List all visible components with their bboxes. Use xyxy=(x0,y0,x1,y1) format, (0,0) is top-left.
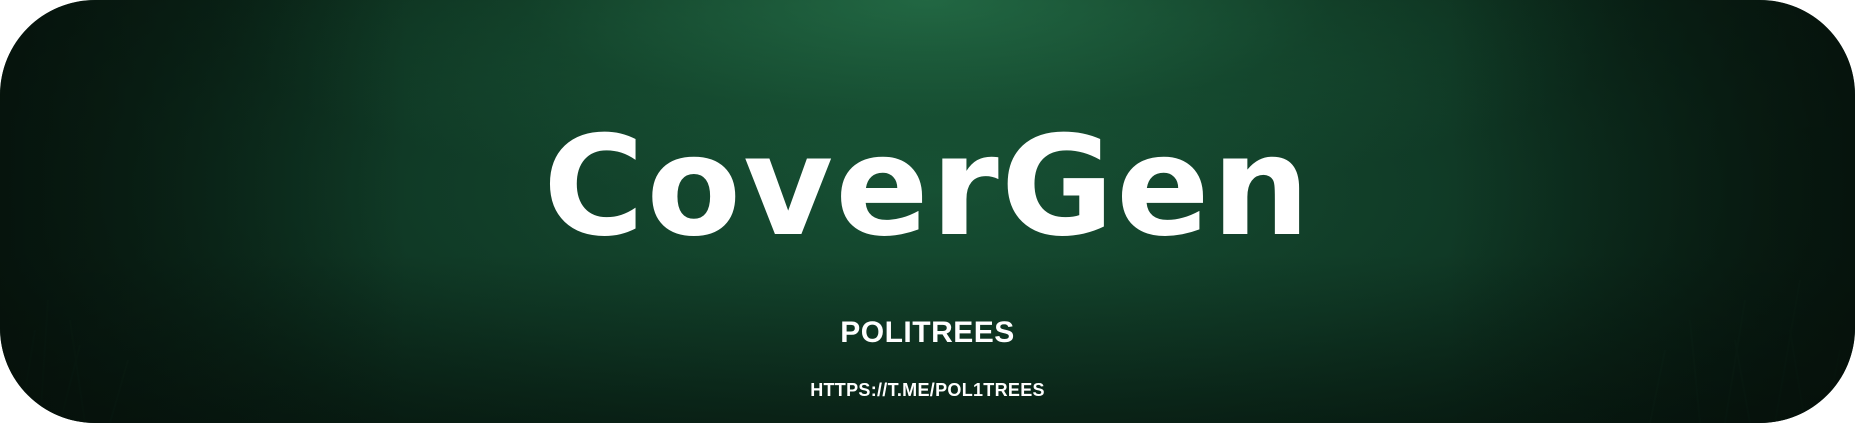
banner-title: CoverGen xyxy=(543,106,1312,267)
banner-subtitle: POLITREES xyxy=(840,316,1015,349)
banner-link: HTTPS://T.ME/POL1TREES xyxy=(810,380,1045,400)
